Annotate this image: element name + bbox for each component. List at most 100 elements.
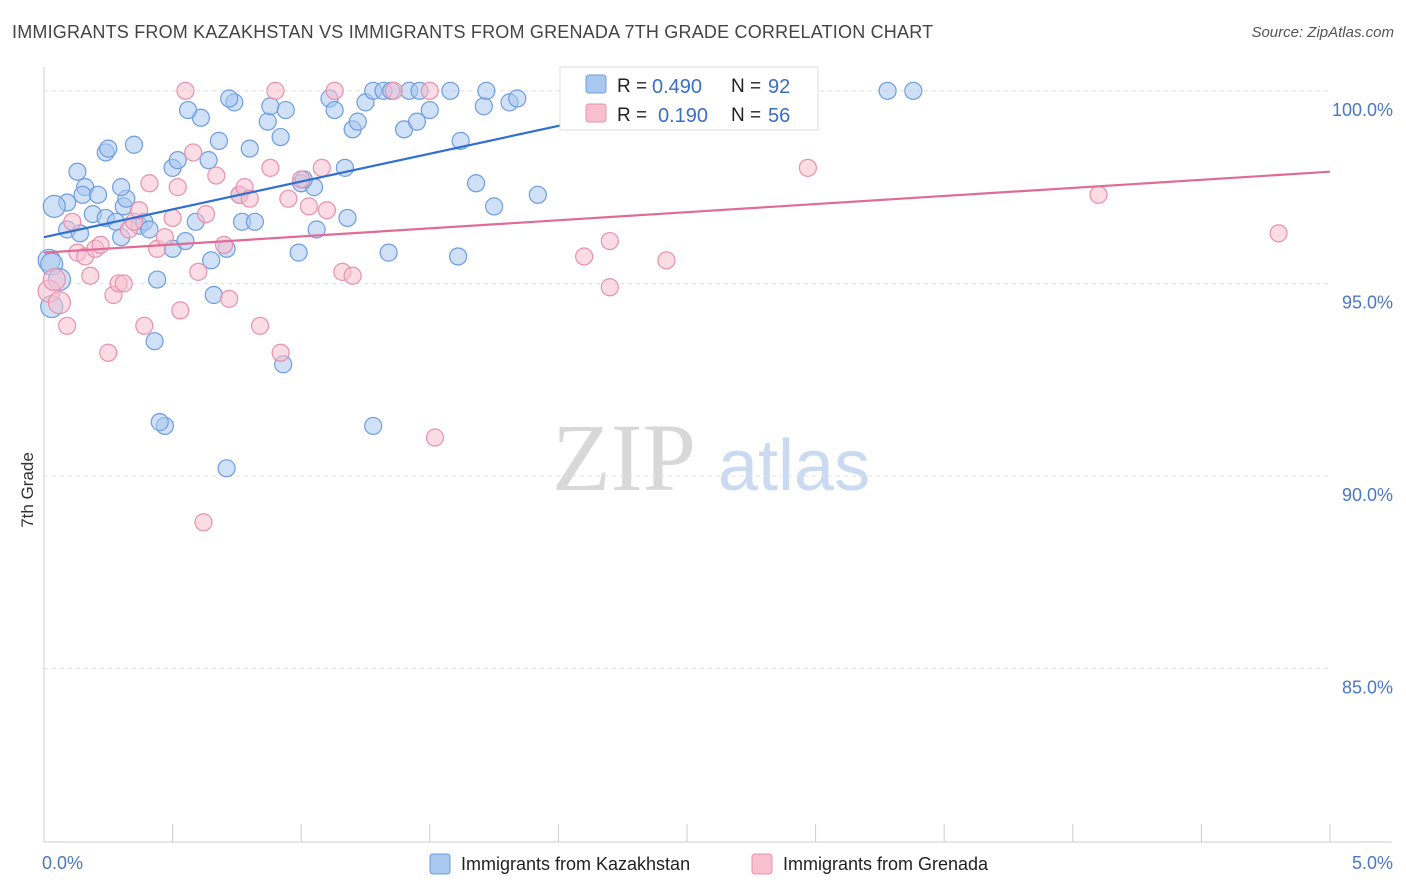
kazakhstan-point: [289, 243, 308, 262]
kazakhstan-point: [150, 413, 169, 432]
kazakhstan-point: [258, 112, 277, 131]
grenada-point: [114, 274, 133, 293]
grenada-point: [189, 262, 208, 281]
kazakhstan-point: [338, 208, 357, 228]
kazakhstan-point: [477, 81, 496, 100]
watermark-atlas: atlas: [718, 426, 870, 506]
legend-swatch-kazakhstan: [429, 853, 451, 875]
kazakhstan-point: [485, 197, 504, 216]
watermark-zip: ZIP: [552, 404, 696, 511]
kazakhstan-point: [202, 251, 221, 270]
kazakhstan-point: [112, 178, 131, 197]
kazakhstan-point: [271, 127, 290, 147]
grenada-point: [317, 201, 337, 220]
y-tick-label: 95.0%: [1342, 292, 1393, 312]
grenada-point: [575, 247, 594, 266]
grenada-point: [266, 81, 285, 100]
grenada-point: [196, 204, 216, 224]
kazakhstan-point: [145, 332, 164, 351]
grenada-point: [425, 428, 445, 447]
grenada-point: [58, 316, 77, 335]
kazakhstan-point: [904, 81, 923, 100]
grenada-point: [194, 513, 213, 532]
kazakhstan-point: [168, 151, 187, 170]
kazakhstan-point: [474, 97, 493, 116]
kazakhstan-point: [209, 131, 228, 150]
grenada-point: [214, 235, 234, 255]
grenada-point: [600, 278, 619, 297]
y-tick-label: 90.0%: [1342, 485, 1393, 505]
kazakhstan-point: [508, 89, 527, 108]
legend-swatch-grenada: [751, 853, 773, 875]
kazakhstan-point: [68, 162, 87, 181]
kazakhstan-point: [307, 220, 326, 239]
grenada-point: [798, 158, 817, 177]
source-label: Source: ZipAtlas.com: [1251, 24, 1394, 41]
grenada-point: [163, 208, 182, 228]
kazakhstan-point: [178, 100, 198, 120]
kazakhstan-point: [240, 139, 259, 158]
kazakhstan-point: [407, 112, 427, 131]
x-tick-label-min: 0.0%: [42, 853, 83, 873]
grenada-point: [1269, 224, 1288, 243]
grenada-point: [1089, 185, 1108, 204]
grenada-point: [312, 158, 331, 177]
x-tick-label-max: 5.0%: [1352, 853, 1393, 873]
stats-r-value-kazakhstan: 0.490: [652, 76, 702, 98]
legend: Immigrants from Kazakhstan Immigrants fr…: [429, 853, 989, 875]
grenada-point: [140, 174, 159, 193]
kazakhstan-point: [124, 135, 144, 154]
grenada-point: [271, 343, 290, 362]
grenada-point: [299, 197, 319, 216]
grenada-point: [81, 266, 100, 285]
kazakhstan-point: [73, 185, 92, 204]
kazakhstan-point: [441, 81, 460, 100]
grenada-point: [63, 212, 82, 231]
kazakhstan-point: [379, 243, 398, 262]
stats-box: R = 0.490 N = 92 R = 0.190 N = 56: [559, 66, 819, 131]
kazakhstan-point: [878, 81, 897, 100]
grenada-point: [420, 81, 439, 100]
stats-n-value-kazakhstan: 92: [768, 76, 790, 98]
grenada-point: [135, 316, 154, 335]
stats-swatch-grenada: [585, 103, 607, 123]
kazakhstan-point: [325, 100, 344, 120]
stats-n-value-grenada: 56: [768, 105, 790, 127]
grenada-point: [207, 166, 226, 185]
grenada-point: [171, 301, 190, 320]
kazakhstan-point: [245, 212, 265, 231]
grenada-point: [657, 251, 676, 270]
grenada-point: [99, 343, 118, 362]
grenada-point: [343, 266, 362, 285]
grenada-point: [250, 316, 270, 335]
kazakhstan-point: [276, 100, 295, 120]
kazakhstan-point: [42, 194, 66, 218]
axes: 100.0% 95.0% 90.0% 85.0%: [43, 67, 1393, 843]
grenada-point: [42, 267, 66, 292]
kazakhstan-point: [466, 174, 486, 193]
grenada-point: [220, 289, 239, 308]
grenada-point: [155, 228, 174, 247]
y-tick-label: 100.0%: [1332, 100, 1393, 120]
legend-label-kazakhstan: Immigrants from Kazakhstan: [461, 854, 690, 874]
grenada-point: [184, 143, 203, 162]
kazakhstan-point: [348, 112, 367, 131]
grenada-point: [130, 201, 149, 220]
chart-title: IMMIGRANTS FROM KAZAKHSTAN VS IMMIGRANTS…: [12, 22, 934, 42]
kazakhstan-point: [420, 100, 439, 120]
grenada-point: [168, 178, 187, 197]
kazakhstan-point: [148, 270, 167, 289]
y-axis-label: 7th Grade: [18, 452, 37, 528]
kazakhstan-point: [204, 285, 223, 305]
grenada-point: [47, 291, 72, 315]
kazakhstan-point: [528, 185, 547, 204]
stats-r-value-grenada: 0.190: [658, 105, 708, 127]
gridlines: [44, 90, 1330, 670]
stats-r-label-kazakhstan: R =: [617, 76, 647, 97]
kazakhstan-point: [176, 231, 195, 251]
kazakhstan-point: [88, 185, 108, 204]
grenada-point: [279, 189, 298, 208]
kazakhstan-point: [448, 247, 468, 266]
stats-swatch-kazakhstan: [585, 74, 607, 94]
